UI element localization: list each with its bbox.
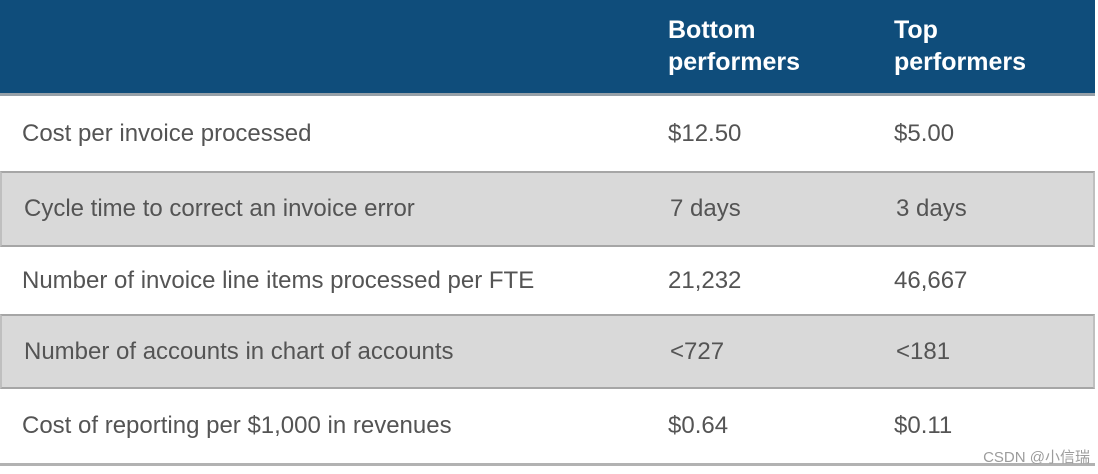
csdn-watermark: CSDN @小信瑞 (983, 449, 1090, 466)
table-row: Cycle time to correct an invoice error 7… (0, 171, 1095, 247)
table-row: Cost of reporting per $1,000 in revenues… (0, 389, 1095, 463)
row-label: Cycle time to correct an invoice error (24, 195, 415, 222)
header-bottom-performers-label: Bottom performers (668, 16, 800, 76)
bottom-performer-value: 21,232 (668, 266, 742, 294)
header-bottom-performers: Bottom performers (667, 15, 893, 78)
header-top-performers: Top performers (893, 15, 1095, 78)
top-performer-value: 46,667 (894, 266, 968, 294)
header-top-performers-label: Top performers (894, 16, 1026, 76)
row-label: Cost of reporting per $1,000 in revenues (22, 412, 452, 439)
top-performer-value: $0.11 (894, 412, 953, 439)
bottom-performer-value: 7 days (670, 195, 741, 222)
bottom-performer-value: $0.64 (668, 412, 729, 439)
table-row: Number of accounts in chart of accounts … (0, 314, 1095, 389)
table-header-row: Bottom performers Top performers (0, 0, 1095, 96)
table-row: Cost per invoice processed $12.50 $5.00 (0, 96, 1095, 171)
bottom-performer-value: <727 (670, 337, 725, 365)
top-performer-value: 3 days (896, 195, 967, 222)
row-label: Cost per invoice processed (22, 119, 312, 147)
top-performer-value: $5.00 (894, 119, 955, 147)
table-row: Number of invoice line items processed p… (0, 247, 1095, 314)
row-label: Number of accounts in chart of accounts (24, 337, 454, 365)
top-performer-value: <181 (896, 337, 951, 365)
bottom-performer-value: $12.50 (668, 119, 742, 147)
row-label: Number of invoice line items processed p… (22, 266, 535, 294)
